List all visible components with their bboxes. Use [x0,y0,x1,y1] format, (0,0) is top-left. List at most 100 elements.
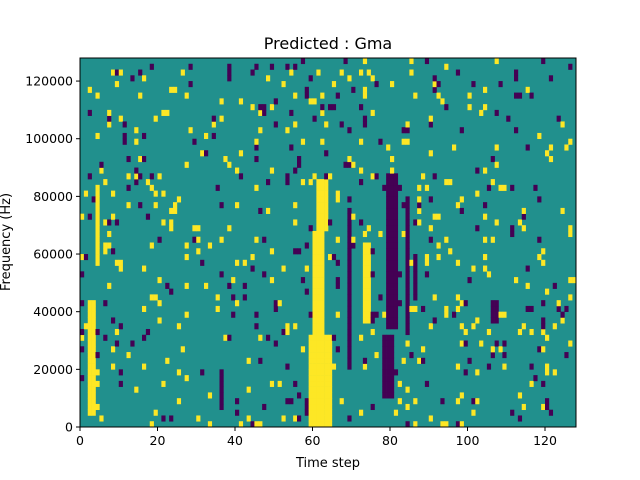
heatmap-cell [347,357,352,364]
heatmap-cell [227,161,232,168]
heatmap-cell [386,375,391,382]
heatmap-cell [254,184,259,191]
heatmap-cell [413,294,418,301]
heatmap-cell [455,421,461,428]
heatmap-cell [386,369,391,376]
heatmap-cell [111,69,116,76]
heatmap-cell [471,81,476,88]
heatmap-cell [490,300,495,307]
heatmap-cell [107,219,112,226]
heatmap-cell [510,409,515,416]
heatmap-cell [103,300,108,307]
heatmap-cell [184,311,189,318]
heatmap-cell [103,242,108,249]
heatmap-cell [312,392,317,399]
heatmap-cell [91,196,96,203]
heatmap-cell [521,225,526,232]
heatmap-cell [386,317,391,324]
heatmap-cell [405,305,410,312]
heatmap-cell [370,109,375,116]
heatmap-cell [502,363,507,370]
heatmap-cell [409,259,414,266]
heatmap-cell [328,104,333,111]
heatmap-cell [359,167,364,174]
heatmap-cell [393,236,399,243]
heatmap-cell [405,311,410,318]
heatmap-cell [556,300,561,307]
heatmap-cell [347,346,352,353]
heatmap-cell [258,207,263,214]
heatmap-cell [545,363,550,370]
y-axis-label: Frequency (Hz) [0,193,14,291]
heatmap-cell [448,179,453,186]
heatmap-cell [366,69,371,76]
heatmap-cell [103,179,108,186]
heatmap-cell [541,346,546,353]
heatmap-cell [328,340,333,347]
heatmap-cell [91,375,96,382]
heatmap-cell [231,294,236,301]
heatmap-cell [455,363,461,370]
heatmap-cell [366,300,371,307]
heatmap-cell [386,213,391,220]
heatmap-cell [258,104,263,111]
heatmap-cell [393,282,399,289]
heatmap-cell [393,190,399,197]
heatmap-cell [95,230,100,238]
heatmap-cell [324,190,329,197]
heatmap-cell [351,213,356,220]
heatmap-cell [324,421,329,428]
heatmap-cell [347,248,352,255]
heatmap-cell [386,207,391,214]
heatmap-cell [347,259,352,266]
heatmap-cell [324,398,329,405]
heatmap-cell [316,196,321,203]
heatmap-cell [157,173,162,180]
heatmap-cell [320,265,325,272]
heatmap-cell [347,242,352,249]
heatmap-cell [126,173,131,180]
heatmap-cell [502,340,507,347]
heatmap-cell [494,219,499,226]
heatmap-cell [405,202,410,209]
heatmap-cell [568,230,573,238]
heatmap-cell [87,392,92,399]
heatmap-cell [312,288,317,295]
heatmap-cell [308,340,313,347]
heatmap-cell [188,63,193,70]
heatmap-cell [312,340,317,347]
heatmap-cell [390,357,395,364]
heatmap-cell [91,311,96,318]
heatmap-cell [87,346,92,353]
heatmap-cell [370,75,375,82]
heatmap-cell [390,207,395,214]
heatmap-cell [521,207,526,214]
heatmap-cell [83,323,89,330]
heatmap-cell [219,98,224,105]
heatmap-cell [196,415,201,422]
heatmap-cell [157,236,162,243]
heatmap-cell [568,63,573,70]
heatmap-cell [126,156,131,163]
heatmap-cell [405,225,410,232]
heatmap-cell [393,323,399,330]
heatmap-cell [285,363,290,370]
heatmap-cell [393,173,399,180]
heatmap-cell [95,219,100,226]
heatmap-cell [545,334,550,341]
heatmap-cell [405,386,410,393]
heatmap-cell [405,323,410,330]
heatmap-cell [200,369,205,376]
heatmap-cell [320,282,325,289]
heatmap-cell [235,409,240,416]
x-tick-label: 0 [76,433,84,448]
plot-frame [79,57,577,428]
heatmap-cell [362,317,368,324]
heatmap-cell [390,271,395,278]
heatmap-cell [424,184,430,191]
heatmap-cell [417,219,422,226]
heatmap-cell [386,184,391,191]
heatmap-cell [308,369,313,376]
heatmap-cell [328,375,333,382]
heatmap-cell [87,386,92,393]
